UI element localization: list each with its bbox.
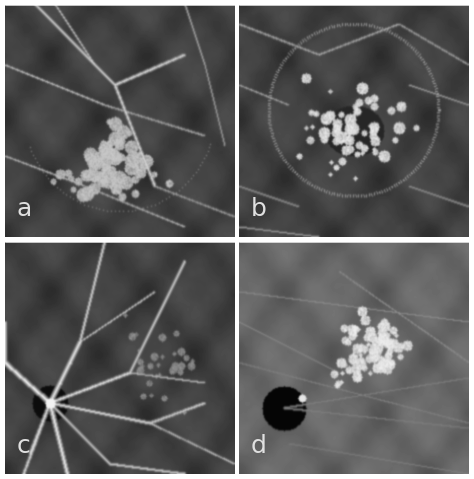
Text: c: c: [16, 434, 30, 458]
Text: d: d: [251, 434, 267, 458]
Text: a: a: [16, 197, 31, 221]
Text: b: b: [251, 197, 267, 221]
